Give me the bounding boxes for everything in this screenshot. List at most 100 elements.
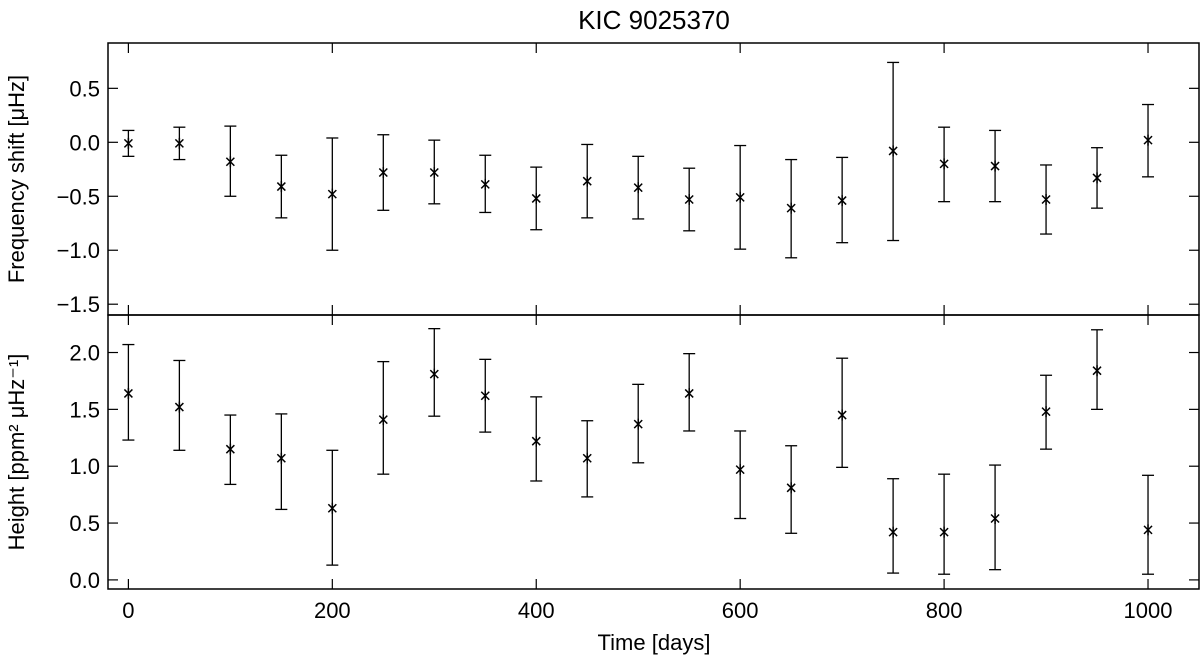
asterisk-marker xyxy=(174,137,184,149)
chart-title: KIC 9025370 xyxy=(578,5,730,35)
data-point xyxy=(530,166,543,231)
asterisk-marker xyxy=(735,464,745,476)
data-point xyxy=(836,357,849,468)
asterisk-marker xyxy=(378,167,388,179)
x-tick-label: 400 xyxy=(518,598,555,623)
asterisk-marker xyxy=(1092,172,1102,184)
data-point xyxy=(989,464,1002,571)
asterisk-marker xyxy=(837,195,847,207)
asterisk-marker xyxy=(582,452,592,464)
asterisk-marker xyxy=(378,414,388,426)
data-point xyxy=(224,414,237,486)
data-point xyxy=(1142,474,1155,575)
data-point xyxy=(1091,329,1104,411)
data-point xyxy=(683,353,696,432)
data-point xyxy=(785,445,798,534)
data-point xyxy=(581,143,594,219)
asterisk-marker xyxy=(480,178,490,190)
data-point xyxy=(632,383,645,464)
x-tick-label: 800 xyxy=(926,598,963,623)
data-point xyxy=(275,413,288,511)
data-point xyxy=(173,126,186,161)
y-tick-label: 2.0 xyxy=(69,341,100,366)
asterisk-marker xyxy=(531,192,541,204)
asterisk-marker xyxy=(123,137,133,149)
frequency-shift-ylabel: Frequency shift [μHz] xyxy=(4,75,29,283)
data-point xyxy=(632,155,645,220)
y-tick-label: 0.0 xyxy=(69,130,100,155)
asterisk-marker xyxy=(327,188,337,200)
data-point xyxy=(734,430,747,520)
data-point xyxy=(479,358,492,433)
asterisk-marker xyxy=(225,443,235,455)
data-point xyxy=(887,61,900,242)
panel-frequency-shift-frame xyxy=(107,42,1200,316)
data-point xyxy=(377,360,390,475)
asterisk-marker xyxy=(888,526,898,538)
data-point xyxy=(1040,164,1053,235)
data-point xyxy=(785,158,798,259)
asterisk-marker xyxy=(939,158,949,170)
asterisk-marker xyxy=(939,526,949,538)
data-point xyxy=(479,154,492,214)
asterisk-marker xyxy=(990,160,1000,172)
panel-frequency-shift-ticks: 0.5 0.0 −0.5 −1.0 −1.5 xyxy=(57,76,1199,317)
panel-height-frame xyxy=(107,314,1200,590)
panel-frequency-shift: 0.5 0.0 −0.5 −1.0 −1.5 Frequency shift [μHz] xyxy=(4,42,1200,317)
data-point xyxy=(887,478,900,574)
asterisk-marker xyxy=(276,452,286,464)
asterisk-marker xyxy=(786,482,796,494)
panel-height: 0.0 0.5 1.0 1.5 2.0 Height [ppm² μHz⁻¹] xyxy=(4,314,1200,593)
data-point xyxy=(530,396,543,482)
asterisk-marker xyxy=(684,194,694,206)
data-point xyxy=(326,137,339,251)
panel-height-data xyxy=(122,327,1155,575)
data-point xyxy=(1040,374,1053,450)
asterisk-marker xyxy=(1143,134,1153,146)
data-point xyxy=(1142,103,1155,178)
x-tick-label: 1000 xyxy=(1124,598,1173,623)
data-point xyxy=(275,154,288,219)
asterisk-marker xyxy=(429,167,439,179)
asterisk-marker xyxy=(633,418,643,430)
asterisk-marker xyxy=(582,175,592,187)
asterisk-marker xyxy=(684,387,694,399)
asterisk-marker xyxy=(633,182,643,194)
data-point xyxy=(173,359,186,451)
data-point xyxy=(224,125,237,197)
x-axis-ticks: 0 200 400 600 800 1000 xyxy=(122,43,1172,623)
asterisk-marker xyxy=(327,502,337,514)
asterisk-marker xyxy=(123,387,133,399)
y-tick-label: −1.0 xyxy=(57,238,100,263)
asterisk-marker xyxy=(786,202,796,214)
asterisk-marker xyxy=(276,181,286,193)
data-point xyxy=(989,129,1002,203)
asterisk-marker xyxy=(531,435,541,447)
asterisk-marker xyxy=(1143,524,1153,536)
asterisk-marker xyxy=(990,513,1000,525)
x-axis-label: Time [days] xyxy=(598,630,711,655)
y-tick-label: 1.5 xyxy=(69,397,100,422)
asterisk-marker xyxy=(1041,194,1051,206)
asterisk-marker xyxy=(429,368,439,380)
data-point xyxy=(581,420,594,498)
data-point xyxy=(326,449,339,566)
y-tick-label: 0.5 xyxy=(69,511,100,536)
y-tick-label: 0.5 xyxy=(69,76,100,101)
data-point xyxy=(1091,147,1104,209)
y-tick-label: −1.5 xyxy=(57,292,100,317)
asterisk-marker xyxy=(1092,365,1102,377)
y-tick-label: 0.0 xyxy=(69,568,100,593)
data-point xyxy=(734,144,747,250)
height-ylabel: Height [ppm² μHz⁻¹] xyxy=(4,354,29,551)
panel-frequency-shift-data xyxy=(122,61,1155,259)
x-tick-label: 0 xyxy=(122,598,134,623)
asterisk-marker xyxy=(888,145,898,157)
x-tick-label: 600 xyxy=(722,598,759,623)
data-point xyxy=(683,167,696,232)
asterisk-marker xyxy=(735,191,745,203)
data-point xyxy=(122,129,135,157)
data-point xyxy=(428,139,441,205)
panel-height-ticks: 0.0 0.5 1.0 1.5 2.0 xyxy=(69,341,1199,593)
